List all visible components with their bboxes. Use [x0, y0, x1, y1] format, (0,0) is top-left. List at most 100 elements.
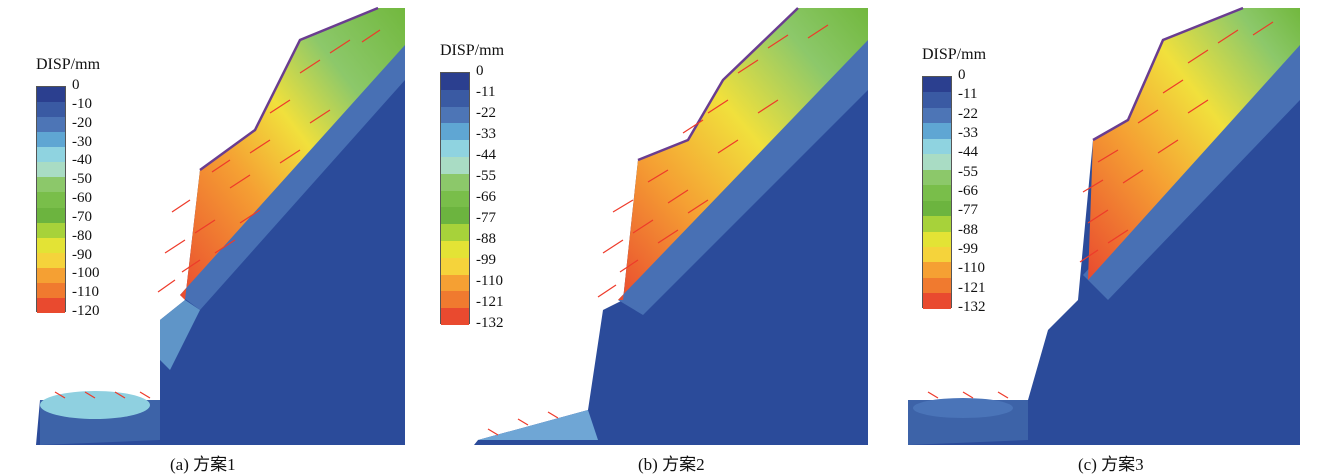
caption-b: (b) 方案2	[638, 455, 705, 474]
color-swatch	[441, 140, 469, 157]
legend-tick-label: -77	[476, 210, 496, 226]
toe-cyan-a	[40, 391, 150, 419]
legend-tick-label: -10	[72, 95, 92, 112]
arrows-b	[487, 24, 829, 436]
legend-tick-label: 0	[476, 63, 484, 79]
color-swatch	[441, 207, 469, 225]
caption-c: (c) 方案3	[1078, 455, 1144, 474]
legend-title-b: DISP/mm	[440, 42, 505, 59]
legend-tick-label: -121	[476, 294, 504, 310]
color-swatch	[37, 102, 65, 118]
color-swatch	[441, 173, 469, 191]
color-swatch	[441, 89, 469, 107]
legend-tick-label: -33	[958, 125, 978, 141]
legend-tick-label: -60	[72, 190, 92, 206]
color-swatch	[441, 190, 469, 208]
legend-tick-label: -88	[958, 221, 978, 238]
arrows-a	[54, 29, 381, 399]
color-swatch	[923, 169, 951, 186]
legend-tick-label: -70	[72, 208, 92, 225]
legend-tick-label: -99	[958, 241, 978, 257]
color-swatch	[37, 192, 65, 208]
legend-tick-label: -80	[72, 227, 92, 244]
legend-tick-label: -110	[476, 273, 503, 289]
legend-tick-label: -22	[958, 105, 978, 122]
color-swatch	[37, 132, 65, 148]
color-swatch	[37, 177, 65, 193]
legend-tick-label: -30	[72, 133, 92, 150]
legend-tick-label: -90	[72, 246, 92, 263]
legend-tick-label: -22	[476, 105, 496, 121]
color-swatch	[923, 293, 951, 309]
color-swatch	[441, 240, 469, 258]
color-swatch	[923, 185, 951, 201]
color-swatch	[37, 117, 65, 133]
color-swatch	[37, 222, 65, 238]
color-swatch	[923, 138, 951, 155]
legend-tick-label: -88	[476, 231, 496, 247]
color-swatch	[37, 147, 65, 163]
color-swatch	[923, 92, 951, 108]
color-scale-a	[36, 86, 66, 313]
crest-line-c	[1092, 6, 1244, 142]
legend-a: DISP/mm 0 -10 -20 -30 -40 -50 -60 -70 -80 -90 -100…	[36, 56, 136, 326]
legend-tick-label: 0	[958, 67, 966, 83]
legend-tick-label: -66	[476, 189, 496, 205]
color-swatch	[37, 267, 65, 283]
legend-tick-label: -100	[72, 265, 100, 282]
color-swatch	[441, 224, 469, 241]
legend-tick-label: -99	[476, 252, 496, 268]
color-swatch	[441, 73, 469, 90]
legend-tick-label: -121	[958, 279, 986, 296]
legend-tick-label: -132	[958, 299, 986, 315]
color-swatch	[923, 277, 951, 294]
legend-b: DISP/mm 0 -11 -22 -33 -44 -55 -66 -77 -88 -99 -110…	[440, 42, 540, 342]
legend-tick-label: -44	[476, 147, 496, 163]
color-swatch	[37, 162, 65, 178]
legend-tick-label: -132	[476, 315, 504, 331]
sliding-mass-a	[180, 8, 405, 300]
crest-line-b	[637, 7, 799, 162]
color-swatch	[37, 207, 65, 223]
legend-tick-label: -40	[72, 152, 92, 169]
legend-tick-label: -33	[476, 126, 496, 142]
color-swatch	[37, 252, 65, 268]
displacement-plot-a	[36, 6, 405, 445]
color-swatch	[923, 200, 951, 217]
color-swatch	[37, 282, 65, 298]
color-swatch	[923, 231, 951, 247]
color-swatch	[441, 123, 469, 141]
toe-zone-b	[478, 410, 598, 440]
color-scale-c	[922, 76, 952, 309]
legend-tick-label: -44	[958, 144, 978, 161]
legend-title-a: DISP/mm	[36, 56, 101, 73]
color-swatch	[923, 154, 951, 170]
color-swatch	[37, 87, 65, 103]
color-swatch	[923, 77, 951, 93]
color-swatch	[37, 297, 65, 313]
legend-tick-label: -20	[72, 114, 92, 131]
legend-tick-label: -66	[958, 183, 978, 199]
color-swatch	[441, 308, 469, 325]
legend-tick-label: -120	[72, 303, 100, 319]
caption-a: (a) 方案1	[170, 455, 236, 474]
color-swatch	[923, 107, 951, 124]
color-swatch	[37, 237, 65, 253]
color-swatch	[441, 156, 469, 174]
color-swatch	[923, 123, 951, 139]
legend-tick-label: -77	[958, 202, 978, 219]
crest-line-a	[199, 6, 379, 172]
legend-tick-label: -55	[958, 163, 978, 180]
color-swatch	[923, 246, 951, 263]
color-scale-b	[440, 72, 470, 325]
legend-tick-label: -50	[72, 171, 92, 188]
sliding-mass-b	[618, 8, 868, 300]
toe-band-c	[913, 398, 1013, 418]
panel-b: DISP/mm 0 -11 -22 -33 -44 -55 -66 -77 -88 -99 -110…	[438, 0, 878, 476]
legend-tick-label: -11	[476, 84, 496, 100]
color-swatch	[923, 262, 951, 278]
color-swatch	[441, 291, 469, 309]
color-swatch	[441, 274, 469, 292]
disturbed-zone-a	[160, 300, 200, 370]
displacement-plot-c	[908, 6, 1300, 445]
